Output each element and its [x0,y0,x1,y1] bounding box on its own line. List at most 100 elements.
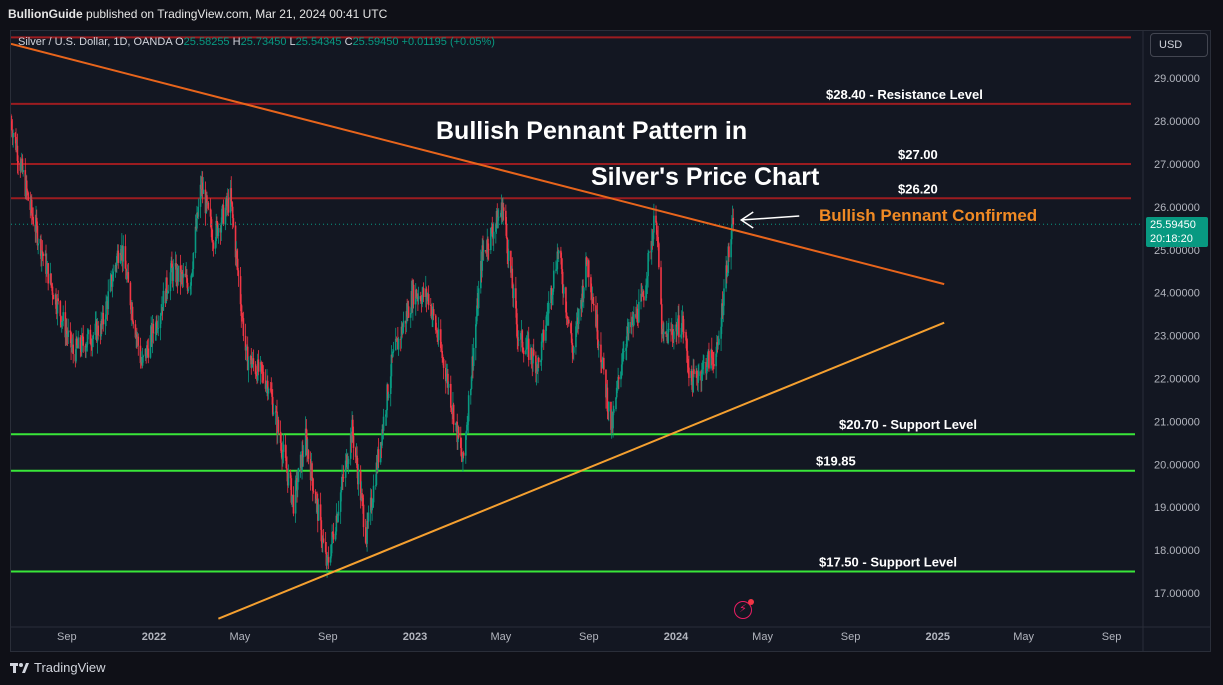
candle-body-down [655,215,657,223]
lightning-icon[interactable]: ⚡ [734,599,754,619]
candle-body-down [567,319,570,324]
candle-body-up [80,335,83,352]
candle-body-down [211,228,213,241]
candle-body-up [633,314,635,326]
candle-body-down [51,286,54,295]
candle-body-up [540,341,543,361]
candle-body-down [125,268,127,279]
candle-body-up [281,451,284,460]
candle-body-down [69,330,72,333]
candle-body-up [467,395,470,422]
candle-body-up [673,331,675,340]
candle-body-down [36,225,39,246]
lower-trendline[interactable] [218,321,945,620]
candle-body-down [436,330,438,338]
candle-body-up [623,350,625,353]
candle-body-down [115,265,117,266]
price-chart[interactable]: 29.00000 28.00000 27.00000 26.00000 25.00000… [11,31,1210,651]
candle-body-up [417,296,420,300]
candle-body-down [27,192,29,201]
candle-body-up [172,266,175,281]
candle-body-down [361,493,363,498]
close-value: 25.59450 [352,36,399,48]
candle-body-up [705,367,708,374]
candle-body-up [366,520,368,544]
candle-body-down [462,452,465,456]
candle-body-down [387,384,389,399]
candle-body-down [35,217,38,226]
candle-body-down [50,284,53,287]
candle-body-down [565,312,568,317]
candle-body-up [347,458,350,465]
candle-body-up [680,334,682,338]
candle-body-up [727,246,730,273]
y-tick-label: 23.00000 [1154,331,1200,343]
x-tick-label: 2024 [664,631,689,643]
candle-body-up [141,356,144,366]
resistance-level-label: $28.40 - Resistance Level [826,87,983,102]
candle-body-down [42,253,44,256]
upper-trendline[interactable] [11,42,945,286]
candle-body-down [210,216,213,229]
candle-body-down [596,314,599,340]
candle-body-down [685,340,688,351]
candle-body-down [432,309,435,316]
candle-body-down [660,267,662,305]
resistance-level-label: $27.00 [898,147,938,162]
candle-body-down [307,450,310,459]
symbol-name[interactable]: Silver / U.S. Dollar, 1D, OANDA [18,36,173,48]
candle-body-up [384,414,387,417]
candle-body-up [482,250,485,252]
candle-body-up [159,315,162,328]
candle-body-down [40,239,42,259]
candle-body-down [320,520,323,542]
candle-body-down [732,217,735,225]
candle-body-down [319,504,322,521]
candle-body-up [625,347,627,351]
author-name[interactable]: BullionGuide [8,7,83,21]
candle-body-down [131,306,134,322]
candle-body-down [657,236,659,244]
candle-body-up [339,492,342,512]
candle-body-down [242,318,245,336]
candle-body-up [317,504,320,521]
candle-body-down [102,312,105,325]
candle-body-up [615,397,617,410]
candle-body-up [100,320,102,337]
tradingview-logo[interactable]: TradingView [10,660,106,675]
candle-body-down [207,202,210,209]
candle-body-down [286,468,288,473]
candle-body-down [30,199,33,214]
candle-body-down [240,304,243,316]
candle-body-down [570,333,573,343]
candle-body-up [616,384,619,388]
candle-body-down [606,387,609,412]
candle-body-down [65,330,68,334]
candle-body-up [116,256,118,266]
candle-body-down [354,447,357,458]
candle-body-up [86,344,88,348]
candle-body-down [45,253,47,274]
candle-body-down [660,304,663,335]
candle-body-down [422,288,425,297]
candle-body-up [214,241,217,249]
candle-body-up [221,208,223,223]
candle-body-up [87,329,90,335]
candle-body-down [244,335,247,351]
candle-body-down [316,498,318,500]
candle-body-up [718,338,720,345]
candle-body-up [166,293,169,294]
candle-body-up [431,314,433,319]
candle-body-up [282,444,285,452]
candle-body-up [119,252,122,263]
candle-body-up [331,532,333,545]
candle-body-down [212,242,215,249]
candle-body-up [701,363,704,374]
candle-body-up [575,322,578,327]
candle-body-up [650,241,653,253]
candle-body-down [277,419,280,432]
candle-body-down [352,419,354,436]
currency-button[interactable]: USD [1150,33,1208,57]
annotation-arrowhead [739,211,754,229]
candle-body-down [683,331,685,333]
